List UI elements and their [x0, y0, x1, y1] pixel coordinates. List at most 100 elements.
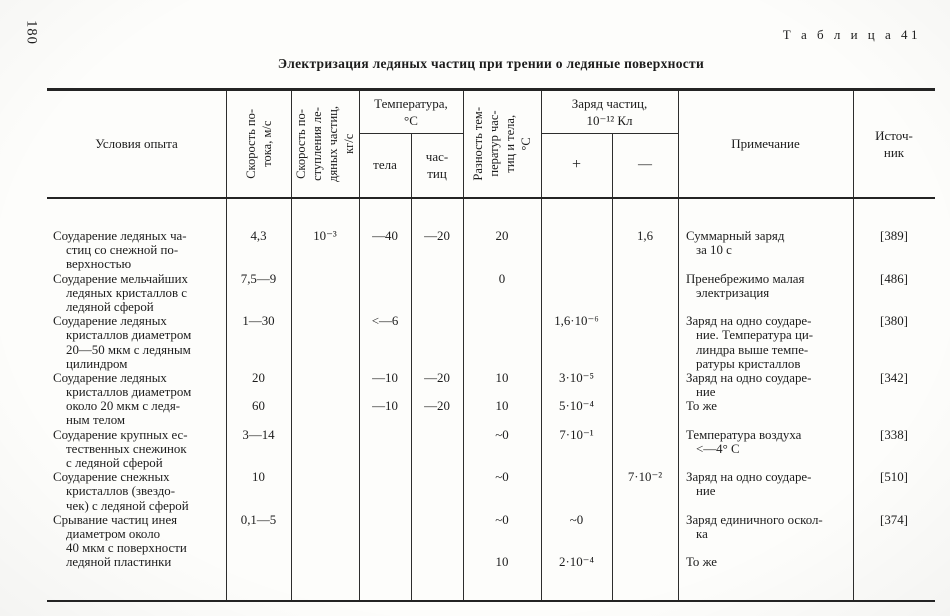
cell-plus: 7·10⁻¹	[559, 427, 594, 442]
cell-note	[678, 499, 853, 513]
cell-dt: 0	[498, 271, 506, 286]
cell-minus	[612, 343, 678, 357]
cell-tp	[411, 527, 463, 541]
supply-speed-label: Скорость по- ступления ле- дяных частиц,…	[294, 106, 356, 182]
cell-flow	[226, 257, 291, 271]
cell-sup	[291, 499, 359, 513]
cell-tb: —10	[372, 399, 398, 414]
cell-plus	[541, 527, 612, 541]
cell-note: То же	[686, 399, 718, 414]
cell-note	[678, 300, 853, 314]
table-body: Соударение ледяных ча- 4,3 10⁻³ —40 —20 20 1,6…	[47, 199, 935, 600]
cell-src	[853, 456, 935, 470]
cell-src	[853, 555, 935, 569]
cell-note: Температура воздуха	[686, 427, 802, 442]
cell-src	[853, 357, 935, 371]
cell-tb	[359, 286, 411, 300]
table-line: стиц со снежной по-за 10 с	[47, 243, 935, 257]
cell-minus	[612, 484, 678, 498]
column-divider	[291, 199, 292, 600]
cell-cond: цилиндром	[66, 356, 128, 371]
cell-note: за 10 с	[696, 243, 732, 258]
cell-flow	[226, 300, 291, 314]
header-cell-charge-group: Заряд частиц, 10⁻¹² Кл	[571, 95, 648, 128]
cell-minus	[612, 328, 678, 342]
cell-minus	[612, 541, 678, 555]
cell-cond: 40 мкм с поверхности	[66, 541, 187, 556]
cell-dt	[463, 300, 541, 314]
cell-flow: 3—14	[242, 427, 275, 442]
cell-minus	[612, 371, 678, 385]
cell-sup	[291, 555, 359, 569]
header-cell-source: Источ- ник	[875, 127, 913, 160]
cell-dt	[463, 286, 541, 300]
cell-cond: стиц со снежной по-	[66, 243, 179, 258]
cell-sup	[291, 527, 359, 541]
cell-plus: 2·10⁻⁴	[559, 555, 594, 570]
cell-plus	[541, 328, 612, 342]
cell-sup	[291, 442, 359, 456]
cell-plus	[541, 243, 612, 257]
table-line: тественных снежинок <—4° С	[47, 442, 935, 456]
cell-plus	[541, 499, 612, 513]
cell-tp	[411, 272, 463, 286]
column-divider	[226, 199, 227, 600]
cell-tp	[411, 456, 463, 470]
cell-src: [486]	[880, 271, 908, 286]
cell-tp	[411, 555, 463, 569]
cell-tb	[359, 442, 411, 456]
cell-flow	[226, 343, 291, 357]
header-cell-charge-plus: +	[571, 156, 582, 174]
cell-note	[678, 257, 853, 271]
cell-src	[853, 527, 935, 541]
cell-dt	[463, 484, 541, 498]
cell-minus	[612, 385, 678, 399]
cell-tp	[411, 428, 463, 442]
cell-plus: 5·10⁻⁴	[559, 399, 594, 414]
cell-sup	[291, 513, 359, 527]
cell-dt: 10	[495, 370, 509, 385]
cell-tp	[411, 243, 463, 257]
cell-flow: 1—30	[242, 314, 275, 329]
cell-flow: 10	[252, 470, 265, 485]
cell-sup	[291, 300, 359, 314]
cell-note	[678, 413, 853, 427]
column-divider	[678, 199, 679, 600]
cell-tp: —20	[424, 229, 450, 243]
cell-cond: ледяных кристаллов с	[66, 285, 187, 300]
cell-flow	[226, 456, 291, 470]
cell-src	[853, 499, 935, 513]
cell-dt: 10	[495, 555, 509, 570]
cell-cond: тественных снежинок	[66, 441, 187, 456]
cell-note: Заряд на одно соударе-	[686, 370, 812, 385]
cell-tb	[359, 428, 411, 442]
table-line: кристаллов (звездо-ние	[47, 484, 935, 498]
cell-plus: ~0	[569, 512, 584, 527]
cell-cond: кристаллов диаметром	[66, 385, 192, 400]
cell-note: ка	[696, 526, 708, 541]
cell-dt	[463, 314, 541, 328]
cell-cond: Соударение снежных	[53, 470, 170, 485]
cell-cond: кристаллов (звездо-	[66, 484, 176, 499]
header-cell-temp-diff: Разность тем- ператур час- тиц и тела, °…	[463, 91, 541, 197]
cell-plus	[541, 343, 612, 357]
cell-tb	[359, 513, 411, 527]
cell-plus	[541, 300, 612, 314]
cell-cond: около 20 мкм с ледя-	[66, 399, 181, 414]
cell-minus	[612, 527, 678, 541]
cell-sup	[291, 272, 359, 286]
column-divider	[541, 199, 542, 600]
column-divider	[463, 91, 464, 197]
cell-dt	[463, 527, 541, 541]
cell-sup: 10⁻³	[313, 229, 337, 243]
cell-tp	[411, 357, 463, 371]
cell-flow	[226, 442, 291, 456]
cell-plus	[541, 229, 612, 243]
cell-tp	[411, 343, 463, 357]
cell-dt	[463, 413, 541, 427]
cell-flow	[226, 328, 291, 342]
cell-cond: ледяной сферой	[66, 299, 154, 314]
temp-diff-label: Разность тем- ператур час- тиц и тела, °…	[471, 107, 533, 181]
cell-minus	[612, 257, 678, 271]
cell-tb: —10	[372, 370, 398, 385]
